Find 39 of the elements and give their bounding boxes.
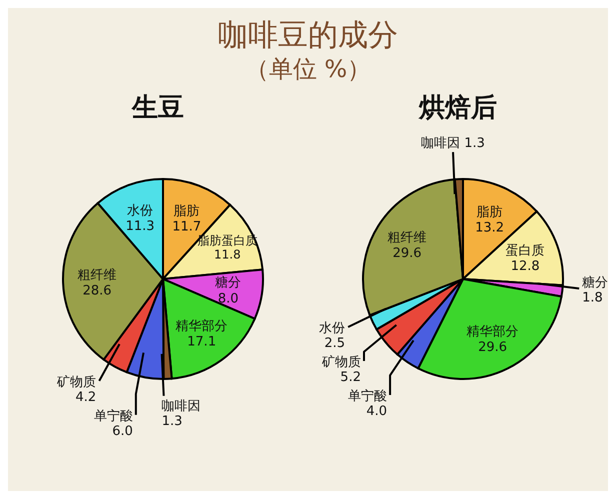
slice-label: 精华部分 [176, 318, 228, 334]
slice-label: 水份 [319, 320, 346, 336]
data-label: 4.0 [366, 404, 388, 419]
slice-label: 单宁酸 [94, 408, 133, 424]
data-label: 1.8 [582, 290, 603, 306]
data-label: 17.1 [187, 334, 216, 350]
chart-title: 生豆 [130, 92, 185, 124]
slice-label: 咖啡因 [421, 136, 460, 152]
data-label: 4.2 [76, 390, 96, 405]
data-label: 1.3 [464, 136, 485, 152]
chart-title: 烘焙后 [418, 92, 498, 124]
data-label: 1.3 [162, 414, 182, 429]
data-label: 29.6 [392, 246, 422, 261]
slice-label: 咖啡因 [162, 398, 201, 414]
slice-label: 糖分 [215, 276, 242, 291]
slice-label: 矿物质 [56, 374, 96, 390]
slice-label: 水份 [127, 204, 154, 219]
data-label: 5.2 [340, 370, 361, 385]
slice-label: 单宁酸 [348, 388, 388, 404]
data-label: 8.0 [218, 291, 239, 306]
slice-label: 脂肪 [476, 204, 503, 220]
data-label: 11.7 [172, 219, 202, 234]
slice-label: 糖分 [582, 276, 608, 291]
data-label: 6.0 [112, 424, 133, 439]
data-label: 11.8 [214, 248, 241, 262]
slice-label: 粗纤维 [78, 268, 117, 283]
data-label: 2.5 [324, 336, 346, 351]
slice-label: 蛋白质 [506, 243, 545, 258]
data-label: 13.2 [475, 220, 504, 236]
text: （单位 %） [244, 54, 372, 84]
data-label: 11.3 [126, 219, 155, 234]
text: 咖啡豆的成分 [217, 18, 399, 54]
data-label: 28.6 [82, 283, 112, 298]
slice-label: 矿物质 [320, 354, 361, 370]
slice-label: 粗纤维 [388, 230, 427, 246]
slice-label: 脂肪 [174, 204, 200, 219]
slice-label: 精华部分 [466, 324, 519, 340]
data-label: 29.6 [478, 340, 508, 355]
data-label: 12.8 [510, 259, 540, 274]
